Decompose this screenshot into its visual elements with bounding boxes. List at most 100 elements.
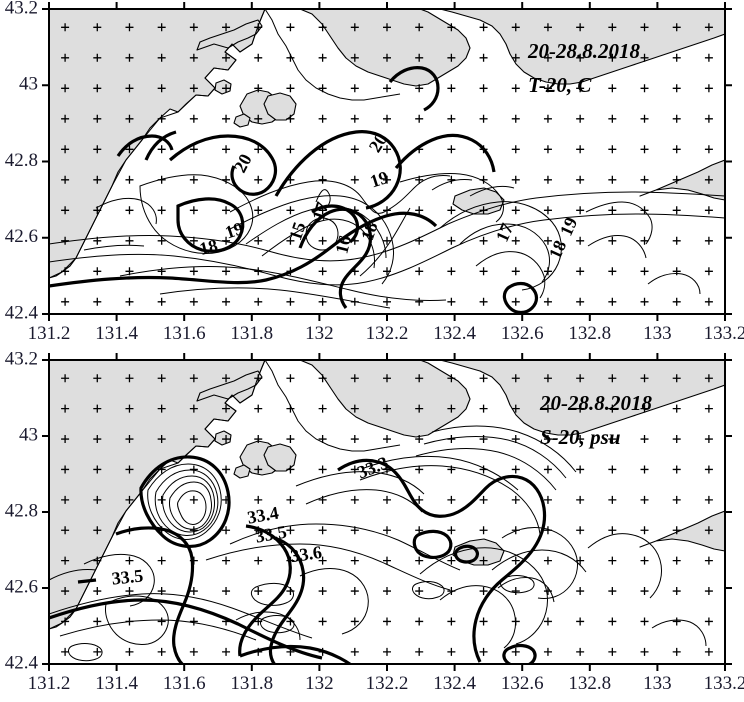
station-marker	[479, 114, 488, 123]
contour-s-plume-4	[169, 481, 212, 530]
x-tick-label: 133	[643, 673, 672, 694]
station-marker	[222, 206, 231, 215]
station-marker	[189, 297, 198, 306]
station-marker	[608, 175, 617, 184]
station-marker	[704, 84, 713, 93]
station-marker	[576, 206, 585, 215]
station-marker	[254, 404, 263, 413]
contour-label: 15	[285, 219, 310, 242]
station-marker	[350, 617, 359, 626]
station-marker	[222, 267, 231, 276]
station-marker	[318, 617, 327, 626]
station-marker	[254, 23, 263, 32]
station-marker	[511, 556, 520, 565]
station-marker	[93, 587, 102, 596]
station-marker	[672, 404, 681, 413]
station-marker	[157, 84, 166, 93]
station-marker	[61, 145, 70, 154]
station-marker	[125, 267, 134, 276]
station-marker	[447, 114, 456, 123]
coastline-bay-s	[264, 360, 401, 452]
station-marker	[61, 236, 70, 245]
station-marker	[93, 404, 102, 413]
contour-t-16	[587, 235, 647, 259]
station-marker	[511, 114, 520, 123]
station-marker	[350, 526, 359, 535]
x-tick-label: 133.2	[704, 673, 744, 694]
station-marker	[640, 374, 649, 383]
contour-label: 17	[308, 199, 333, 222]
station-marker	[157, 465, 166, 474]
station-marker	[415, 435, 424, 444]
station-marker	[61, 53, 70, 62]
station-marker	[189, 587, 198, 596]
station-marker	[640, 526, 649, 535]
station-marker	[125, 297, 134, 306]
station-marker	[640, 404, 649, 413]
station-marker	[61, 495, 70, 504]
station-marker	[511, 23, 520, 32]
station-marker	[640, 647, 649, 656]
station-marker	[254, 556, 263, 565]
station-marker	[479, 145, 488, 154]
land-far-east-coast	[639, 159, 725, 201]
station-marker	[640, 495, 649, 504]
station-marker	[350, 175, 359, 184]
contour-s-9	[305, 489, 423, 513]
station-marker	[447, 145, 456, 154]
contour-s-11	[49, 569, 97, 581]
station-marker	[254, 267, 263, 276]
station-marker	[511, 267, 520, 276]
contour-s-13	[59, 619, 257, 641]
contour-t-2	[49, 213, 725, 286]
station-marker	[125, 556, 134, 565]
station-marker	[93, 175, 102, 184]
station-marker	[157, 297, 166, 306]
coastline-detail-t	[49, 9, 266, 279]
y-tick-label: 43	[19, 424, 38, 445]
station-marker	[286, 435, 295, 444]
station-marker	[543, 297, 552, 306]
contour-s-bold-333	[337, 458, 547, 663]
station-marker	[125, 465, 134, 474]
station-marker	[672, 206, 681, 215]
station-marker	[254, 374, 263, 383]
station-marker	[576, 647, 585, 656]
contour-t-4	[227, 195, 395, 285]
station-marker	[415, 374, 424, 383]
station-marker	[543, 647, 552, 656]
station-marker	[383, 526, 391, 535]
station-marker	[222, 404, 231, 413]
station-marker	[125, 84, 134, 93]
station-marker	[254, 236, 263, 245]
x-tick-label: 132.6	[501, 673, 544, 694]
station-marker	[222, 526, 231, 535]
station-marker	[350, 647, 359, 656]
station-marker	[189, 647, 198, 656]
station-marker	[511, 495, 520, 504]
station-marker	[415, 526, 424, 535]
contour-label: 19	[222, 218, 245, 243]
x-tick-label: 131.8	[230, 673, 273, 694]
station-marker	[576, 145, 585, 154]
y-tick-label: 42.6	[5, 576, 38, 597]
station-marker	[479, 84, 488, 93]
station-marker	[93, 23, 102, 32]
contour-t-19	[83, 244, 145, 251]
station-marker	[704, 297, 713, 306]
station-marker	[350, 556, 359, 565]
station-marker	[479, 617, 488, 626]
station-marker	[704, 495, 713, 504]
station-marker	[704, 236, 713, 245]
station-marker	[479, 206, 488, 215]
station-marker	[576, 587, 585, 596]
contour-label: 33.5	[111, 565, 144, 588]
station-marker	[415, 114, 424, 123]
contour-t-23	[647, 273, 701, 295]
station-marker	[576, 267, 585, 276]
station-marker	[415, 267, 424, 276]
station-marker	[318, 587, 327, 596]
contour-t-bold-oval-1	[176, 197, 245, 253]
contour-label: 16	[331, 233, 355, 255]
station-marker	[189, 435, 198, 444]
